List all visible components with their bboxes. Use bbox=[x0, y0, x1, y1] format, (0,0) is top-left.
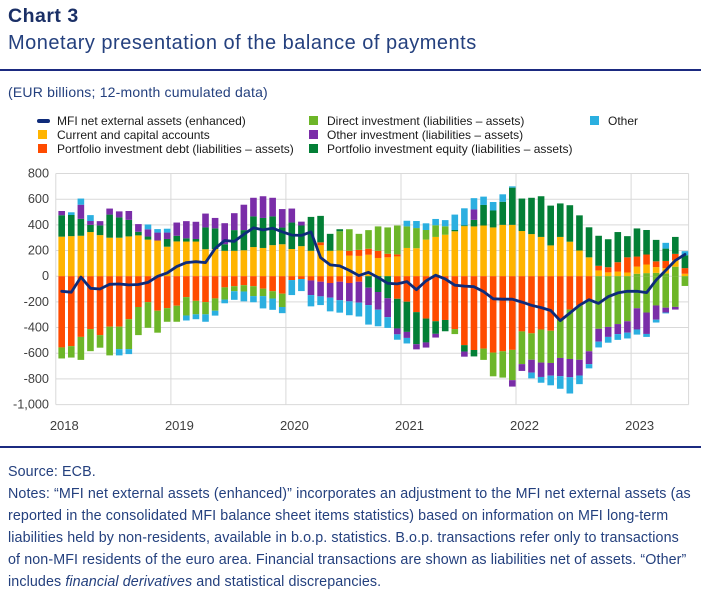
svg-text:-1,000: -1,000 bbox=[13, 398, 49, 412]
svg-text:-600: -600 bbox=[24, 346, 49, 360]
svg-text:2020: 2020 bbox=[280, 418, 309, 433]
svg-text:2023: 2023 bbox=[625, 418, 654, 433]
svg-text:2019: 2019 bbox=[165, 418, 194, 433]
svg-text:2021: 2021 bbox=[395, 418, 424, 433]
svg-text:2018: 2018 bbox=[50, 418, 79, 433]
svg-text:-800: -800 bbox=[24, 372, 49, 386]
svg-text:400: 400 bbox=[28, 218, 49, 232]
svg-text:800: 800 bbox=[28, 167, 49, 181]
svg-text:600: 600 bbox=[28, 192, 49, 206]
svg-text:200: 200 bbox=[28, 244, 49, 258]
svg-text:-200: -200 bbox=[24, 295, 49, 309]
svg-text:2022: 2022 bbox=[510, 418, 539, 433]
svg-text:0: 0 bbox=[42, 269, 49, 283]
svg-text:-400: -400 bbox=[24, 321, 49, 335]
